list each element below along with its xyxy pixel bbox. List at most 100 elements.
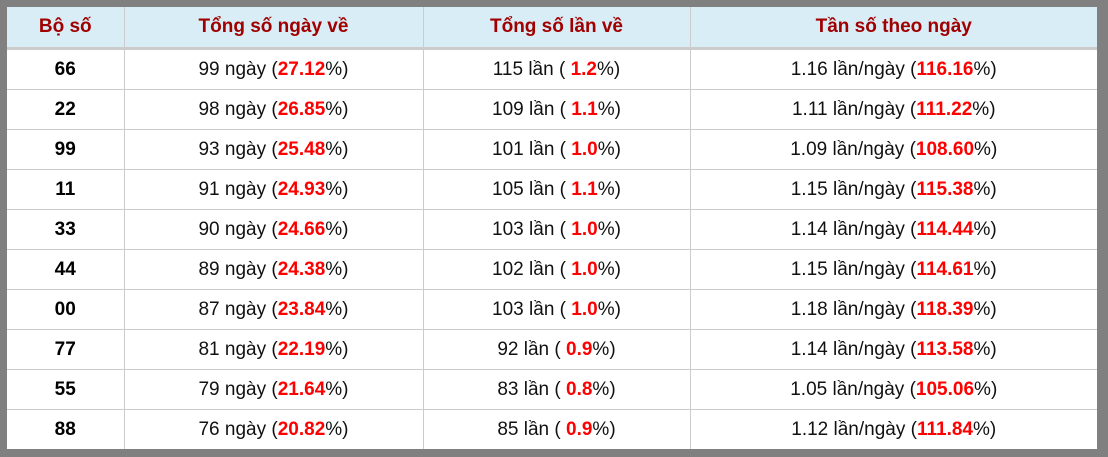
ngay-value: 93 ngày — [198, 138, 267, 160]
tan-so-value: 1.16 lần/ngày — [790, 58, 905, 80]
header-bo-so: Bộ số — [7, 7, 125, 50]
lan-cell: 102 lần ( 1.0%) — [423, 249, 691, 290]
ngay-percent: 23.84 — [277, 298, 326, 320]
ngay-value: 81 ngày — [198, 338, 267, 360]
lan-percent: 1.0 — [571, 138, 598, 160]
lan-percent: 0.8 — [566, 378, 593, 400]
lan-percent: 1.1 — [571, 98, 598, 120]
tan-so-cell: 1.12 lần/ngày (111.84%) — [791, 418, 997, 440]
tan-so-value: 1.14 lần/ngày — [790, 338, 905, 360]
ngay-cell: 98 ngày (26.85%) — [124, 89, 424, 130]
tan-so-value: 1.18 lần/ngày — [790, 298, 905, 320]
table-row: 88 76 ngày (20.82%) 85 lần ( 0.9%) 1.12 lần… — [7, 409, 1097, 449]
lan-value: 103 lần — [492, 298, 555, 320]
lan-cell: 109 lần ( 1.1%) — [423, 89, 691, 130]
header-tong-so-ngay: Tổng số ngày về — [124, 7, 424, 50]
header-tong-so-lan: Tổng số lần về — [423, 7, 691, 50]
bo-so-cell: 22 — [7, 89, 125, 130]
ngay-value: 91 ngày — [198, 178, 267, 200]
tan-so-cell: 1.05 lần/ngày (105.06%) — [690, 369, 1097, 410]
ngay-percent: 22.19 — [277, 338, 326, 360]
bo-so-cell: 33 — [7, 209, 125, 250]
tan-so-value: 1.12 lần/ngày — [791, 418, 906, 440]
ngay-percent: 27.12 — [277, 58, 326, 80]
ngay-cell: 89 ngày (24.38%) — [124, 249, 424, 290]
tan-so-cell: 1.18 lần/ngày (118.39%) — [690, 289, 1097, 330]
bo-so-cell: 77 — [7, 329, 125, 370]
ngay-percent: 20.82 — [277, 418, 326, 440]
lan-value: 102 lần — [492, 258, 555, 280]
tan-so-value: 1.09 lần/ngày — [790, 138, 905, 160]
ngay-cell: 87 ngày (23.84%) — [124, 289, 424, 330]
tan-so-value: 1.14 lần/ngày — [790, 218, 905, 240]
lan-cell: 92 lần ( 0.9%) — [423, 329, 691, 370]
ngay-value: 87 ngày — [198, 298, 267, 320]
bo-so-cell: 44 — [7, 249, 125, 290]
ngay-cell: 90 ngày (24.66%) — [124, 209, 424, 250]
bo-so-cell: 88 — [7, 409, 125, 449]
lan-percent: 1.0 — [571, 258, 598, 280]
bo-so-cell: 11 — [7, 169, 125, 210]
tan-so-cell: 1.11 lần/ngày (111.22%) — [690, 89, 1097, 130]
ngay-value: 79 ngày — [198, 378, 267, 400]
tan-so-percent: 114.61 — [916, 258, 974, 280]
bo-so-cell: 00 — [7, 289, 125, 330]
table-row: 55 79 ngày (21.64%) 83 lần ( 0.8%) 1.05 lần… — [7, 369, 1097, 410]
table-row: 11 91 ngày (24.93%) 105 lần ( 1.1%) 1.15 lầ… — [7, 169, 1097, 210]
ngay-cell: 81 ngày (22.19%) — [124, 329, 424, 370]
tan-so-percent: 105.06 — [915, 378, 975, 400]
lan-value: 115 lần — [492, 58, 554, 80]
tan-so-percent: 118.39 — [916, 298, 974, 320]
lan-value: 101 lần — [492, 138, 555, 160]
ngay-percent: 24.38 — [277, 258, 326, 280]
table-row: 66 99 ngày (27.12%) 115 lần ( 1.2%) 1.16 lầ… — [7, 48, 1097, 90]
bo-so-cell: 66 — [7, 48, 125, 90]
ngay-value: 99 ngày — [198, 58, 267, 80]
tan-so-cell: 1.09 lần/ngày (108.60%) — [690, 129, 1097, 170]
lan-value: 83 lần — [497, 378, 550, 400]
ngay-percent: 21.64 — [277, 378, 326, 400]
tan-so-percent: 114.44 — [916, 218, 974, 240]
lan-percent: 1.0 — [571, 298, 598, 320]
tan-so-cell: 1.15 lần/ngày (114.61%) — [690, 249, 1097, 290]
ngay-percent: 24.93 — [277, 178, 326, 200]
lan-value: 109 lần — [492, 98, 555, 120]
lan-cell: 103 lần ( 1.0%) — [423, 209, 691, 250]
tan-so-cell: 1.15 lần/ngày (115.38%) — [690, 169, 1097, 210]
lan-percent: 1.0 — [571, 218, 598, 240]
table-row: 22 98 ngày (26.85%) 109 lần ( 1.1%) 1.11 lầ… — [7, 89, 1097, 130]
lan-value: 103 lần — [492, 218, 555, 240]
tan-so-value: 1.11 lần/ngày — [791, 98, 905, 120]
tan-so-percent: 108.60 — [915, 138, 975, 160]
header-tan-so: Tần số theo ngày — [690, 7, 1097, 50]
table-row: 33 90 ngày (24.66%) 103 lần ( 1.0%) 1.14 lầ… — [7, 209, 1097, 250]
bo-so-cell: 99 — [7, 129, 125, 170]
table-row: 99 93 ngày (25.48%) 101 lần ( 1.0%) 1.09 lầ… — [7, 129, 1097, 170]
lan-percent: 1.2 — [570, 58, 597, 80]
lan-value: 105 lần — [492, 178, 555, 200]
ngay-percent: 26.85 — [277, 98, 326, 120]
tan-so-percent: 111.84 — [916, 418, 973, 440]
ngay-percent: 24.66 — [277, 218, 326, 240]
ngay-value: 76 ngày — [198, 418, 267, 440]
ngay-cell: 93 ngày (25.48%) — [124, 129, 424, 170]
stats-table: Bộ số Tổng số ngày về Tổng số lần về Tần… — [7, 7, 1097, 449]
tan-so-percent: 111.22 — [916, 98, 973, 120]
ngay-cell: 91 ngày (24.93%) — [124, 169, 424, 210]
ngay-cell: 99 ngày (27.12%) — [124, 48, 424, 90]
lan-cell: 103 lần ( 1.0%) — [423, 289, 691, 330]
tan-so-percent: 116.16 — [916, 58, 974, 80]
lan-cell: 115 lần ( 1.2%) — [423, 48, 691, 90]
ngay-value: 90 ngày — [198, 218, 267, 240]
tan-so-percent: 113.58 — [916, 338, 974, 360]
lan-percent: 0.9 — [566, 338, 593, 360]
lan-percent: 0.9 — [566, 418, 593, 440]
tan-so-value: 1.15 lần/ngày — [790, 258, 905, 280]
tan-so-percent: 115.38 — [916, 178, 974, 200]
table-row: 44 89 ngày (24.38%) 102 lần ( 1.0%) 1.15 lầ… — [7, 249, 1097, 290]
ngay-cell: 79 ngày (21.64%) — [124, 369, 424, 410]
tan-so-cell: 1.14 lần/ngày (113.58%) — [690, 329, 1097, 370]
tan-so-cell: 1.14 lần/ngày (114.44%) — [690, 209, 1097, 250]
tan-so-value: 1.15 lần/ngày — [790, 178, 905, 200]
